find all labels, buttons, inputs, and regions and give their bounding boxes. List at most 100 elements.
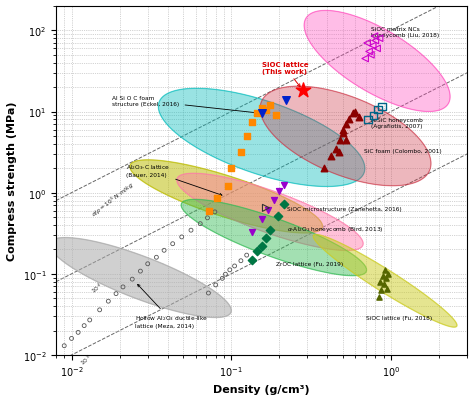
- Point: [346, 117, 353, 123]
- Point: [339, 127, 346, 134]
- Point: [243, 134, 250, 140]
- Polygon shape: [304, 11, 450, 112]
- Point: [335, 149, 342, 156]
- Point: [228, 166, 235, 172]
- Text: reSiC honeycomb
(Agrafiotis, 2007): reSiC honeycomb (Agrafiotis, 2007): [371, 117, 423, 128]
- Text: $10^3$: $10^3$: [78, 352, 94, 367]
- Point: [137, 268, 144, 275]
- Point: [374, 107, 382, 114]
- Point: [262, 205, 270, 212]
- Point: [212, 282, 219, 288]
- Point: [187, 227, 195, 234]
- Text: SiC foam (Colombo, 2001): SiC foam (Colombo, 2001): [364, 148, 442, 153]
- Polygon shape: [130, 160, 322, 233]
- Point: [320, 166, 328, 172]
- Point: [226, 267, 234, 273]
- Point: [282, 97, 290, 103]
- Point: [372, 38, 379, 45]
- Point: [374, 46, 381, 53]
- Point: [205, 290, 212, 296]
- Point: [86, 317, 93, 323]
- Point: [270, 197, 278, 203]
- Polygon shape: [177, 174, 363, 251]
- Point: [231, 263, 238, 269]
- Text: $\sigma/\rho = 10^5\ N{\cdot}m/kg$: $\sigma/\rho = 10^5\ N{\cdot}m/kg$: [90, 180, 137, 219]
- Point: [119, 284, 127, 290]
- Text: Al Si O C foam
structure (Eckel, 2016): Al Si O C foam structure (Eckel, 2016): [112, 96, 258, 115]
- Text: ZrOC lattice (Fu, 2019): ZrOC lattice (Fu, 2019): [276, 261, 343, 266]
- Point: [206, 208, 213, 215]
- Point: [364, 41, 371, 47]
- X-axis label: Density (g/cm³): Density (g/cm³): [213, 384, 310, 394]
- Point: [105, 298, 112, 305]
- Polygon shape: [260, 87, 431, 186]
- Point: [369, 43, 376, 50]
- Point: [68, 335, 75, 342]
- Point: [253, 248, 261, 255]
- Point: [222, 271, 229, 278]
- Point: [367, 53, 375, 59]
- Point: [258, 243, 265, 250]
- Point: [349, 111, 357, 117]
- Point: [262, 235, 270, 241]
- Text: Hollow Al$_2$O$_3$ ductile-like
lattice (Meza, 2014): Hollow Al$_2$O$_3$ ductile-like lattice …: [135, 285, 209, 328]
- Point: [365, 49, 373, 55]
- Point: [258, 106, 265, 112]
- Point: [258, 111, 265, 117]
- Text: SiOC microstructure (Zanehetta, 2016): SiOC microstructure (Zanehetta, 2016): [287, 206, 402, 211]
- Point: [61, 343, 68, 349]
- Point: [299, 87, 306, 94]
- Point: [381, 267, 389, 274]
- Point: [237, 149, 245, 156]
- Point: [74, 329, 82, 336]
- Point: [342, 137, 349, 144]
- Point: [370, 113, 377, 119]
- Polygon shape: [181, 200, 366, 276]
- Point: [253, 111, 261, 117]
- Point: [332, 146, 339, 152]
- Polygon shape: [49, 238, 231, 318]
- Text: SiOC matrix NCs
honeycomb (Liu, 2018): SiOC matrix NCs honeycomb (Liu, 2018): [371, 27, 439, 38]
- Point: [377, 287, 385, 294]
- Point: [375, 294, 383, 300]
- Point: [196, 221, 204, 227]
- Point: [379, 273, 387, 279]
- Point: [383, 286, 391, 292]
- Point: [281, 202, 288, 208]
- Point: [281, 182, 288, 188]
- Point: [211, 209, 219, 216]
- Point: [178, 234, 185, 241]
- Point: [371, 34, 378, 40]
- Point: [342, 122, 349, 128]
- Point: [153, 254, 160, 261]
- Y-axis label: Compress strength (MPa): Compress strength (MPa): [7, 101, 17, 261]
- Text: Al$_2$O$_3$-C lattice
(Bauer, 2014): Al$_2$O$_3$-C lattice (Bauer, 2014): [126, 163, 222, 196]
- Point: [248, 119, 256, 126]
- Point: [266, 103, 274, 109]
- Text: SiOC lattice (Fu, 2018): SiOC lattice (Fu, 2018): [366, 315, 432, 320]
- Point: [237, 258, 245, 264]
- Point: [352, 109, 359, 115]
- Point: [378, 104, 386, 111]
- Point: [361, 56, 369, 63]
- Text: $10^4$: $10^4$: [90, 280, 105, 296]
- Point: [273, 213, 281, 219]
- Point: [262, 107, 270, 114]
- Point: [248, 257, 256, 263]
- Point: [264, 207, 272, 213]
- Point: [224, 184, 231, 190]
- Point: [327, 154, 335, 160]
- Point: [219, 275, 226, 282]
- Point: [248, 229, 256, 235]
- Point: [365, 117, 372, 123]
- Text: $\alpha$-Al$_2$O$_3$ honeycomb (Bird, 2013): $\alpha$-Al$_2$O$_3$ honeycomb (Bird, 20…: [287, 224, 384, 233]
- Point: [81, 322, 88, 329]
- Point: [377, 279, 384, 285]
- Point: [380, 281, 387, 288]
- Point: [128, 276, 136, 283]
- Polygon shape: [158, 89, 365, 187]
- Point: [169, 241, 176, 247]
- Text: SiOC lattice
(This work): SiOC lattice (This work): [262, 62, 308, 87]
- Point: [214, 196, 221, 202]
- Point: [382, 275, 390, 281]
